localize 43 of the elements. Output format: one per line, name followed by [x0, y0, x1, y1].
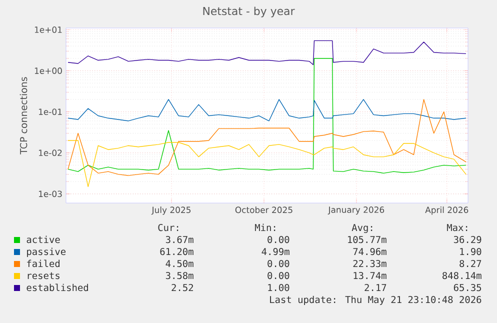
x-tick-label: July 2025 — [151, 206, 191, 215]
legend-label: active — [26, 236, 60, 244]
y-tick-label: 1e-03 — [38, 190, 62, 198]
text: 22.33m — [353, 260, 386, 268]
legend-label: failed — [27, 260, 60, 268]
y-tick-label: 1e-01 — [38, 108, 62, 116]
text: Avg: — [352, 224, 372, 234]
text: 0.00 — [268, 260, 290, 268]
text: 1.00 — [268, 284, 290, 292]
text: 2.17 — [364, 284, 386, 291]
text: 0.00 — [268, 272, 290, 280]
text: 65.35 — [454, 284, 482, 292]
text: 74.96m — [353, 248, 386, 256]
legend-label: resets — [28, 272, 60, 280]
y-tick-label: 1e-02 — [38, 150, 62, 156]
text: Min: — [255, 224, 276, 231]
legend-label: established — [26, 284, 88, 292]
y-tick-label: 1e+00 — [34, 68, 62, 74]
text: 848.14m — [442, 272, 482, 280]
text: 61.20m — [160, 248, 194, 256]
chart-title: Netstat - by year — [203, 6, 295, 18]
text: Last update: Thu May 21 23:10:48 2026 — [270, 296, 482, 305]
y-axis-title: TCP connections — [20, 77, 28, 154]
text: Max: — [447, 224, 468, 232]
y-tick-label: 1e+01 — [34, 26, 62, 33]
text: 36.29 — [454, 236, 482, 244]
line-series — [68, 140, 466, 188]
legend-label: passive — [27, 248, 66, 257]
text: 4.50m — [166, 260, 194, 268]
x-tick-label: January 2026 — [328, 206, 384, 215]
x-tick-label: April 2026 — [425, 206, 468, 215]
text: 3.58m — [166, 272, 194, 280]
line-series — [68, 99, 466, 122]
text: Cur: — [158, 224, 178, 232]
text: 8.27 — [460, 260, 482, 268]
text: 3.67m — [166, 236, 194, 244]
text: 2.52 — [172, 284, 193, 292]
text: 0.00 — [268, 236, 290, 244]
x-tick-label: October 2025 — [235, 206, 292, 214]
text: 105.77m — [348, 236, 386, 244]
text: 1.90 — [460, 248, 482, 256]
text: 13.74m — [354, 272, 386, 280]
text: 4.99m — [262, 248, 290, 256]
